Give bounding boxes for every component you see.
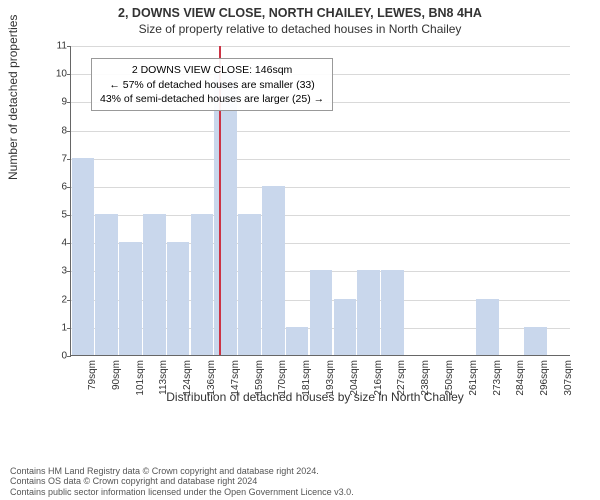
bar xyxy=(191,214,214,355)
bar xyxy=(72,158,95,355)
info-box: 2 DOWNS VIEW CLOSE: 146sqm← 57% of detac… xyxy=(91,58,333,111)
y-tick-label: 5 xyxy=(51,210,67,221)
x-tick-label: 79sqm xyxy=(87,360,98,390)
y-tick-mark xyxy=(67,356,71,357)
y-tick-label: 3 xyxy=(51,266,67,277)
footer-line: Contains OS data © Crown copyright and d… xyxy=(10,476,354,487)
y-tick-label: 0 xyxy=(51,351,67,362)
y-tick-label: 1 xyxy=(51,322,67,333)
chart-container: 0123456789101179sqm90sqm101sqm113sqm124s… xyxy=(50,46,580,426)
gridline xyxy=(71,131,570,132)
x-axis-label: Distribution of detached houses by size … xyxy=(50,390,580,404)
bar xyxy=(95,214,118,355)
y-tick-mark xyxy=(67,46,71,47)
chart-title-block: 2, DOWNS VIEW CLOSE, NORTH CHAILEY, LEWE… xyxy=(0,0,600,36)
y-axis-label: Number of detached properties xyxy=(6,15,20,180)
y-tick-mark xyxy=(67,328,71,329)
y-tick-label: 9 xyxy=(51,97,67,108)
plot-area: 0123456789101179sqm90sqm101sqm113sqm124s… xyxy=(70,46,570,356)
gridline xyxy=(71,187,570,188)
y-tick-mark xyxy=(67,102,71,103)
bar xyxy=(476,299,499,355)
y-tick-label: 8 xyxy=(51,125,67,136)
chart-subtitle: Size of property relative to detached ho… xyxy=(0,22,600,36)
y-tick-label: 10 xyxy=(51,69,67,80)
y-tick-mark xyxy=(67,159,71,160)
y-tick-mark xyxy=(67,243,71,244)
bar xyxy=(167,242,190,355)
y-tick-mark xyxy=(67,131,71,132)
footer-line: Contains public sector information licen… xyxy=(10,487,354,498)
x-tick-label: 90sqm xyxy=(111,360,122,390)
gridline xyxy=(71,159,570,160)
bar xyxy=(334,299,357,355)
bar xyxy=(286,327,309,355)
y-tick-label: 6 xyxy=(51,181,67,192)
y-tick-mark xyxy=(67,271,71,272)
bar xyxy=(238,214,261,355)
info-box-line: ← 57% of detached houses are smaller (33… xyxy=(100,78,324,92)
bar xyxy=(143,214,166,355)
bar xyxy=(262,186,285,355)
bar xyxy=(119,242,142,355)
y-tick-mark xyxy=(67,187,71,188)
info-box-line: 43% of semi-detached houses are larger (… xyxy=(100,92,324,106)
chart-title: 2, DOWNS VIEW CLOSE, NORTH CHAILEY, LEWE… xyxy=(0,6,600,20)
footer-attribution: Contains HM Land Registry data © Crown c… xyxy=(10,466,354,498)
bar xyxy=(357,270,380,355)
bar xyxy=(310,270,333,355)
y-tick-label: 4 xyxy=(51,238,67,249)
y-tick-mark xyxy=(67,74,71,75)
y-tick-label: 2 xyxy=(51,294,67,305)
y-tick-label: 11 xyxy=(51,41,67,52)
y-tick-mark xyxy=(67,300,71,301)
y-tick-label: 7 xyxy=(51,153,67,164)
footer-line: Contains HM Land Registry data © Crown c… xyxy=(10,466,354,477)
y-tick-mark xyxy=(67,215,71,216)
bar xyxy=(381,270,404,355)
bar xyxy=(524,327,547,355)
gridline xyxy=(71,46,570,47)
info-box-line: 2 DOWNS VIEW CLOSE: 146sqm xyxy=(100,63,324,77)
